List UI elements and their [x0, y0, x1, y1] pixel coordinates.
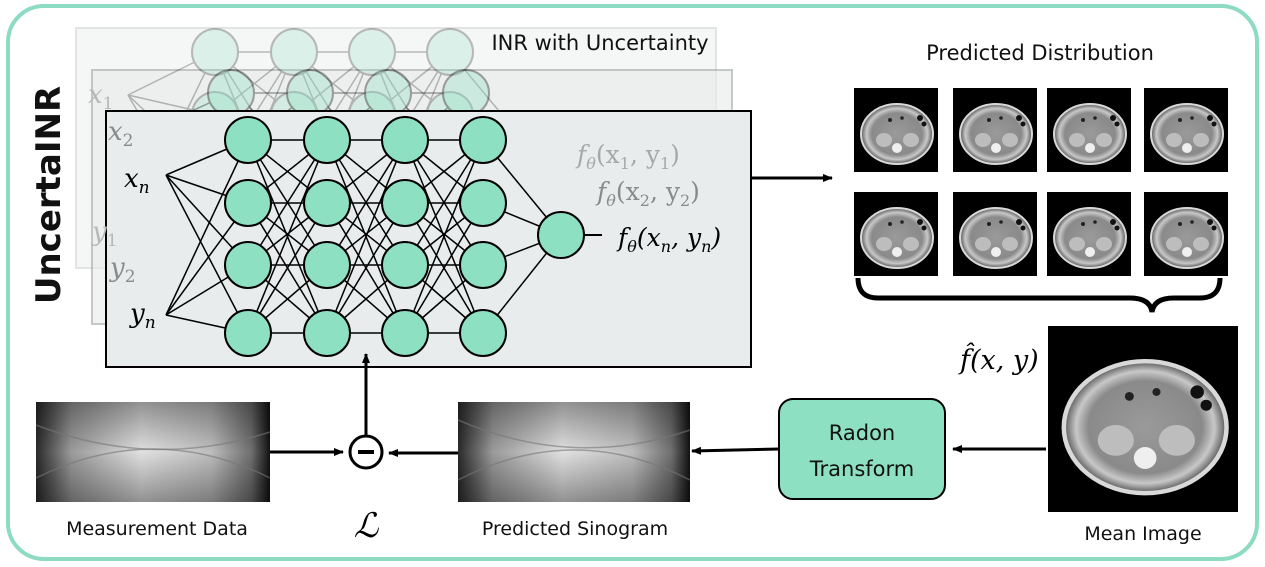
predicted-sample-image [952, 191, 1038, 277]
sinogram-label: Predicted Sinogram [482, 518, 668, 540]
network-output-node [537, 211, 585, 259]
network-edge [165, 139, 249, 316]
network-node [381, 116, 429, 164]
network-edge [326, 139, 406, 334]
network-edge [404, 202, 484, 334]
output-label-n: fθ(xn, yn) [616, 223, 721, 256]
predicted-sample-image [1046, 191, 1132, 277]
radon-transform-box: Radon Transform [778, 398, 946, 500]
network-edge [214, 51, 295, 116]
predicted-sample-image [952, 87, 1038, 173]
measurement-data-image [35, 402, 271, 502]
network-node [191, 28, 239, 76]
output-label-2: fθ(x2, y2) [595, 177, 700, 210]
inr-panel-front [105, 110, 752, 368]
radon-line1: Radon [829, 421, 896, 445]
side-title: UncertaINR [29, 86, 69, 304]
mean-image [1048, 326, 1238, 512]
network-edge [247, 202, 328, 334]
network-node [381, 179, 429, 227]
input-labels: x1 x2 xn y1 y2 yn [88, 80, 156, 333]
network-edge [293, 51, 373, 116]
distribution-brace [855, 277, 1223, 313]
network-node [381, 241, 429, 289]
network-edge [326, 139, 406, 266]
network-node [459, 241, 507, 289]
inr-title: INR with Uncertainty [491, 31, 708, 55]
network-edge [404, 139, 484, 334]
neural-network [165, 116, 602, 357]
network-node [270, 28, 318, 76]
input-yn: yn [129, 299, 156, 333]
network-node [224, 309, 272, 357]
network-node [426, 28, 474, 76]
predicted-sinogram-image [457, 402, 691, 502]
network-node [286, 69, 334, 117]
network-edge [214, 51, 295, 116]
network-node [224, 179, 272, 227]
predicted-sample-image [1143, 87, 1229, 173]
network-edge [371, 51, 451, 116]
network-edge [326, 202, 406, 334]
measurement-label: Measurement Data [66, 518, 248, 540]
input-y2: y2 [109, 253, 136, 287]
network-node [459, 309, 507, 357]
arrow-to-sinogram [691, 446, 780, 455]
predicted-sample-image [853, 191, 939, 277]
subtract-node [348, 434, 384, 470]
network-node [207, 69, 255, 117]
output-labels: fθ(x1, y1) fθ(x2, y2) fθ(xn, yn) [575, 140, 721, 256]
input-xn: xn [124, 164, 150, 198]
predicted-sample-image [853, 87, 939, 173]
network-node [303, 309, 351, 357]
network-edge [247, 139, 328, 266]
network-edge [247, 139, 328, 334]
predicted-distribution-title: Predicted Distribution [926, 41, 1154, 65]
network-node [224, 241, 272, 289]
network-node [303, 241, 351, 289]
network-node [442, 69, 490, 117]
network-edge [165, 174, 249, 334]
predicted-sample-image [1046, 87, 1132, 173]
network-edge [293, 51, 373, 116]
loss-symbol: ℒ [354, 506, 380, 546]
network-edge [127, 51, 216, 96]
network-node [348, 28, 396, 76]
mean-image-label: Mean Image [1084, 523, 1201, 545]
input-x2: x2 [108, 117, 134, 151]
network-node [303, 179, 351, 227]
network-node [364, 69, 412, 117]
network-edge [404, 139, 484, 266]
network-node [459, 116, 507, 164]
input-x1: x1 [88, 80, 114, 114]
network-node [303, 116, 351, 164]
network-edge [371, 51, 451, 116]
network-node [224, 116, 272, 164]
input-y1: y1 [91, 217, 118, 251]
radon-line2: Transform [809, 457, 914, 481]
predicted-sample-image [1143, 191, 1229, 277]
mean-image-formula: f̂(x, y) [958, 342, 1039, 376]
network-node [459, 179, 507, 227]
output-label-1: fθ(x1, y1) [575, 140, 680, 173]
network-node [381, 309, 429, 357]
